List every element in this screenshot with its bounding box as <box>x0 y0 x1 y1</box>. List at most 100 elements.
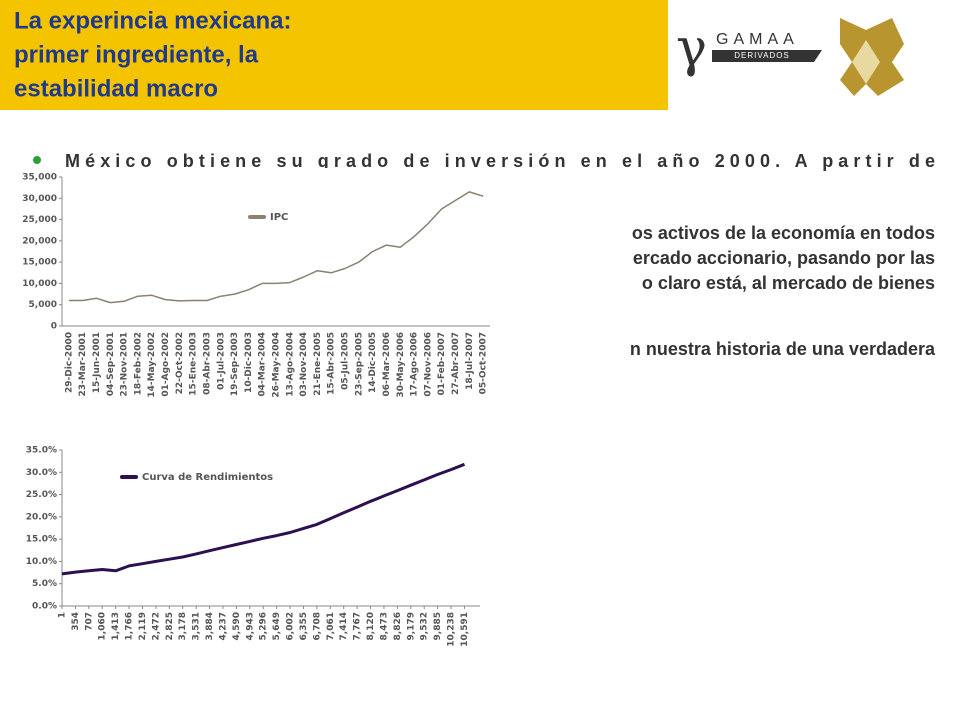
x-tick-label: 1 <box>58 612 68 618</box>
x-tick-label: 9,532 <box>420 612 430 640</box>
x-tick-label: 04-Mar-2004 <box>258 332 268 397</box>
x-tick-label: 19-Sep-2003 <box>230 332 240 396</box>
x-tick-label: 08-Abr-2003 <box>202 332 212 395</box>
x-tick-label: 2,825 <box>165 612 175 640</box>
bullet-line: os activos de la economía en todos <box>632 223 935 243</box>
logo-symbol: γ <box>676 19 707 79</box>
x-tick-label: 4,943 <box>245 612 255 640</box>
x-tick-label: 1,766 <box>125 612 135 640</box>
x-tick-label: 7,061 <box>326 612 336 640</box>
x-tick-label: 23-Nov-2001 <box>120 332 130 397</box>
x-tick-label: 6,708 <box>312 612 322 640</box>
bullet-dot <box>33 156 41 164</box>
x-tick-label: 8,473 <box>379 612 389 640</box>
x-tick-label: 1,413 <box>111 612 121 640</box>
x-tick-label: 15-Ene-2003 <box>189 332 199 396</box>
y-tick-label: 10.0% <box>26 557 57 567</box>
x-tick-label: 27-Abr-2007 <box>451 332 461 395</box>
x-tick-label: 30-May-2006 <box>396 332 406 398</box>
x-tick-label: 3,531 <box>192 612 202 640</box>
x-tick-label: 29-Dic-2000 <box>64 332 74 393</box>
x-tick-label: 4,237 <box>218 612 228 640</box>
x-tick-label: 21-Ene-2005 <box>313 332 323 396</box>
x-tick-label: 14-May-2002 <box>147 332 157 398</box>
x-tick-label: 3,178 <box>178 612 188 640</box>
y-tick-label: 25,000 <box>22 215 57 225</box>
x-tick-label: 14-Dic-2005 <box>368 332 378 393</box>
x-tick-label: 03-Nov-2004 <box>299 332 309 397</box>
x-tick-label: 23-Sep-2005 <box>354 332 364 396</box>
y-tick-label: 20.0% <box>26 512 57 522</box>
x-tick-label: 7,767 <box>353 612 363 640</box>
x-tick-label: 6,002 <box>286 612 296 640</box>
x-tick-label: 9,179 <box>406 612 416 640</box>
bullet-line: n nuestra historia de una verdadera <box>630 339 936 359</box>
x-tick-label: 6,355 <box>299 612 309 640</box>
emblem <box>840 18 904 96</box>
bullet-line: o claro está, al mercado de bienes <box>642 273 935 293</box>
x-tick-label: 2,119 <box>138 612 148 640</box>
bullet-line: México obtiene su grado de inversión en … <box>65 151 935 171</box>
x-tick-label: 15-Abr-2005 <box>327 332 337 395</box>
y-tick-label: 30.0% <box>26 468 57 478</box>
bullet-line: ercado accionario, pasando por las <box>633 248 935 268</box>
title-line: primer ingrediente, la <box>14 41 259 68</box>
title-line: La experincia mexicana: <box>14 7 291 34</box>
y-tick-label: 5,000 <box>29 300 57 310</box>
x-tick-label: 04-Sep-2001 <box>106 332 116 396</box>
x-tick-label: 8,826 <box>393 612 403 640</box>
x-tick-label: 5,649 <box>272 612 282 640</box>
x-tick-label: 05-Jul-2005 <box>341 332 351 390</box>
data-line <box>61 462 466 576</box>
x-tick-label: 1,060 <box>98 612 108 640</box>
x-tick-label: 18-Jul-2007 <box>465 332 475 390</box>
x-tick-label: 23-Mar-2001 <box>78 332 88 397</box>
y-tick-label: 10,000 <box>22 279 57 289</box>
x-tick-label: 7,414 <box>339 612 349 640</box>
chart-background <box>0 168 495 400</box>
x-tick-label: 06-Mar-2006 <box>382 332 392 397</box>
x-tick-label: 10-Dic-2003 <box>244 332 254 393</box>
y-tick-label: 15,000 <box>22 258 57 268</box>
x-tick-label: 13-Ago-2004 <box>285 332 295 397</box>
logo-sub: DERIVADOS <box>734 51 790 60</box>
x-tick-label: 5,296 <box>259 612 269 640</box>
y-tick-label: 0 <box>51 322 57 332</box>
x-tick-label: 18-Feb-2002 <box>133 332 143 395</box>
y-tick-label: 30,000 <box>22 194 57 204</box>
x-tick-label: 01-Feb-2007 <box>437 332 447 395</box>
y-tick-label: 35,000 <box>22 173 57 183</box>
y-tick-label: 25.0% <box>26 490 57 500</box>
logo-name: GAMAA <box>716 31 799 48</box>
x-tick-label: 8,120 <box>366 612 376 640</box>
x-tick-label: 10,591 <box>460 612 470 647</box>
x-tick-label: 10,238 <box>447 612 457 647</box>
x-tick-label: 26-May-2004 <box>272 332 282 398</box>
legend-label: Curva de Rendimientos <box>142 472 273 483</box>
x-tick-label: 22-Oct-2002 <box>175 332 185 394</box>
x-tick-label: 9,885 <box>433 612 443 640</box>
title-line: estabilidad macro <box>14 75 218 102</box>
x-tick-label: 4,590 <box>232 612 242 640</box>
x-tick-label: 07-Nov-2006 <box>423 332 433 397</box>
legend-label: IPC <box>270 212 288 223</box>
x-tick-label: 707 <box>84 612 94 631</box>
x-tick-label: 354 <box>71 612 81 631</box>
data-line <box>68 191 484 304</box>
x-tick-label: 17-Ago-2006 <box>410 332 420 397</box>
y-tick-label: 35.0% <box>26 446 57 456</box>
x-tick-label: 01-Jul-2003 <box>216 332 226 390</box>
x-tick-label: 3,884 <box>205 612 215 640</box>
y-tick-label: 5.0% <box>32 579 57 589</box>
x-tick-label: 15-Jun-2001 <box>92 332 102 393</box>
chart-background <box>0 438 495 650</box>
y-tick-label: 15.0% <box>26 535 57 545</box>
logo-bar <box>712 50 822 62</box>
x-tick-label: 05-Oct-2007 <box>479 332 489 394</box>
title-band <box>0 0 668 110</box>
y-tick-label: 20,000 <box>22 236 57 246</box>
x-tick-label: 2,472 <box>151 612 161 640</box>
y-tick-label: 0.0% <box>32 602 57 612</box>
x-tick-label: 01-Ago-2002 <box>161 332 171 397</box>
